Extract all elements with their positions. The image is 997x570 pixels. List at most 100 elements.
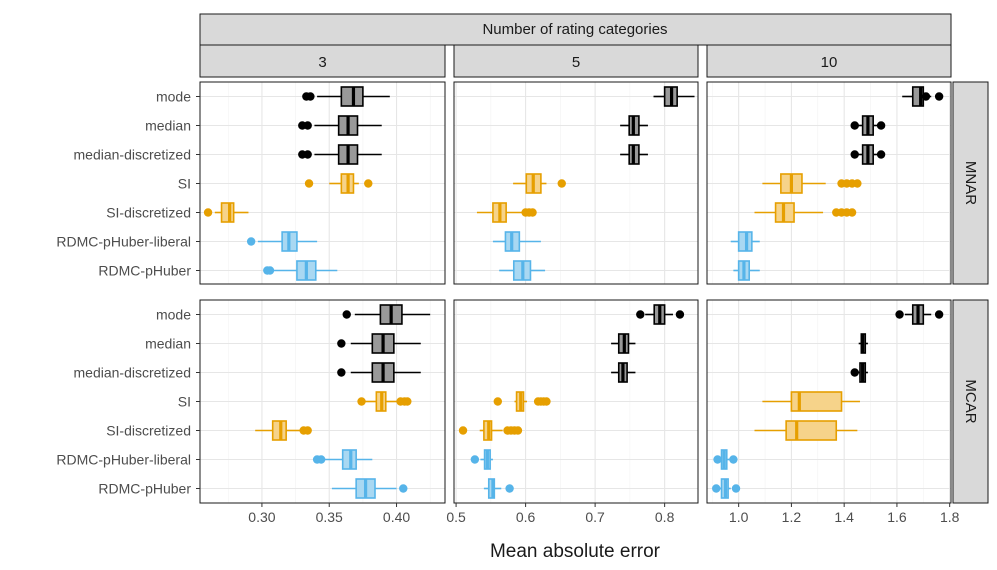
box-mnar-5-si bbox=[513, 173, 566, 194]
outlier-point bbox=[636, 310, 645, 319]
outlier-point bbox=[847, 208, 857, 217]
x-tick-label: 0.30 bbox=[248, 509, 275, 525]
box-mcar-3-median bbox=[337, 333, 421, 354]
x-tick-label: 0.40 bbox=[383, 509, 410, 525]
strip-col-label-10: 10 bbox=[821, 54, 838, 71]
outlier-point bbox=[731, 484, 741, 493]
box-iqr bbox=[790, 391, 843, 412]
box-mcar-5-si bbox=[493, 391, 551, 412]
outlier-point bbox=[304, 179, 314, 188]
strip-col-3 bbox=[199, 44, 446, 78]
top-strip-title: Number of rating categories bbox=[482, 21, 667, 38]
x-tick-label: 0.35 bbox=[316, 509, 343, 525]
box-mcar-3-rdmc-phuber bbox=[331, 478, 408, 499]
box-mcar-5-si-discretized bbox=[458, 420, 523, 441]
y-tick-label-si-discretized: SI-discretized bbox=[106, 205, 191, 221]
panel-backgrounds bbox=[200, 82, 951, 503]
strip-row-mnar bbox=[952, 81, 989, 285]
box-mnar-3-rdmc-phuber bbox=[263, 260, 338, 281]
x-tick-label: 0.7 bbox=[585, 509, 605, 525]
outlier-point bbox=[337, 368, 346, 377]
outlier-point bbox=[850, 121, 859, 130]
outlier-point bbox=[342, 310, 351, 319]
outlier-point bbox=[712, 484, 721, 493]
y-tick-label-si-discretized: SI-discretized bbox=[106, 423, 191, 439]
outlier-point bbox=[713, 455, 722, 464]
x-tick-label: 1.6 bbox=[887, 509, 907, 525]
outlier-point bbox=[853, 179, 862, 188]
panel-frames bbox=[199, 81, 952, 504]
outlier-point bbox=[399, 484, 408, 493]
box-mnar-3-si bbox=[304, 173, 373, 194]
box-mcar-3-si-discretized bbox=[255, 420, 312, 441]
y-tick-label-rdmc-phuber-liberal: RDMC-pHuber-liberal bbox=[56, 234, 191, 250]
y-tick-label-median-discretized: median-discretized bbox=[74, 365, 192, 381]
x-tick-label: 1.8 bbox=[940, 509, 960, 525]
outlier-point bbox=[675, 310, 685, 319]
x-tick-label: 1.0 bbox=[729, 509, 749, 525]
box-mnar-5-rdmc-phuber-liberal bbox=[492, 231, 541, 252]
outlier-point bbox=[470, 455, 480, 464]
box-mnar-3-mode bbox=[302, 86, 390, 107]
outlier-point bbox=[303, 426, 312, 435]
outlier-point bbox=[246, 237, 256, 246]
box-mnar-3-median-discretized bbox=[298, 144, 382, 165]
box-mcar-5-mode bbox=[636, 304, 685, 325]
outlier-point bbox=[934, 92, 944, 101]
y-tick-label-si: SI bbox=[178, 394, 191, 410]
x-tick-label: 0.6 bbox=[516, 509, 536, 525]
box-mcar-10-rdmc-phuber-liberal bbox=[713, 449, 738, 470]
box-mnar-10-rdmc-phuber bbox=[733, 260, 760, 281]
outlier-point bbox=[337, 339, 346, 348]
x-axis-title: Mean absolute error bbox=[490, 541, 661, 562]
y-tick-label-mode: mode bbox=[156, 89, 191, 105]
outlier-point bbox=[876, 150, 886, 159]
outlier-point bbox=[458, 426, 468, 435]
box-mnar-10-si bbox=[762, 173, 862, 194]
outlier-point bbox=[876, 121, 886, 130]
x-tick-label: 0.5 bbox=[446, 509, 466, 525]
box-mnar-10-mode bbox=[902, 86, 944, 107]
strip-row-label-mnar: MNAR bbox=[962, 161, 979, 205]
box-iqr bbox=[220, 202, 235, 223]
x-tick-label: 0.8 bbox=[655, 509, 675, 525]
x-tick-label: 1.4 bbox=[834, 509, 854, 525]
strip-col-10 bbox=[706, 44, 952, 78]
box-mnar-5-median-discretized bbox=[620, 144, 648, 165]
box-mcar-5-rdmc-phuber bbox=[483, 478, 514, 499]
outlier-point bbox=[303, 121, 312, 130]
outlier-point bbox=[364, 179, 373, 188]
y-tick-label-rdmc-phuber: RDMC-pHuber bbox=[98, 481, 191, 497]
outlier-point bbox=[316, 455, 326, 464]
box-mnar-5-median bbox=[620, 115, 648, 136]
box-mnar-3-median bbox=[298, 115, 382, 136]
y-tick-label-median: median bbox=[145, 336, 191, 352]
box-mcar-10-si bbox=[762, 391, 860, 412]
outlier-point bbox=[557, 179, 566, 188]
outlier-point bbox=[357, 397, 366, 406]
y-tick-label-rdmc-phuber: RDMC-pHuber bbox=[98, 263, 191, 279]
outlier-point bbox=[850, 150, 859, 159]
strip-col-label-5: 5 bbox=[572, 54, 580, 71]
box-mcar-10-median-discretized bbox=[850, 362, 868, 383]
y-tick-label-si: SI bbox=[178, 176, 191, 192]
panel-frame-mnar-5 bbox=[453, 81, 699, 285]
outlier-point bbox=[729, 455, 738, 464]
box-marks bbox=[203, 86, 944, 499]
box-mnar-10-si-discretized bbox=[754, 202, 857, 223]
gridlines bbox=[200, 82, 951, 503]
box-mcar-5-median bbox=[611, 333, 636, 354]
outlier-point bbox=[203, 208, 213, 217]
outlier-point bbox=[895, 310, 904, 319]
box-mcar-3-rdmc-phuber-liberal bbox=[312, 449, 373, 470]
outlier-point bbox=[528, 208, 537, 217]
box-mcar-3-si bbox=[357, 391, 412, 412]
panel-frame-mnar-10 bbox=[706, 81, 952, 285]
box-mcar-10-si-discretized bbox=[754, 420, 858, 441]
panel-frame-mcar-5 bbox=[453, 299, 699, 504]
box-mcar-5-rdmc-phuber-liberal bbox=[470, 449, 493, 470]
box-mcar-10-rdmc-phuber bbox=[712, 478, 741, 499]
outlier-point bbox=[934, 310, 944, 319]
axis-labels: mode median median-discretized SI SI-discret… bbox=[56, 89, 959, 526]
